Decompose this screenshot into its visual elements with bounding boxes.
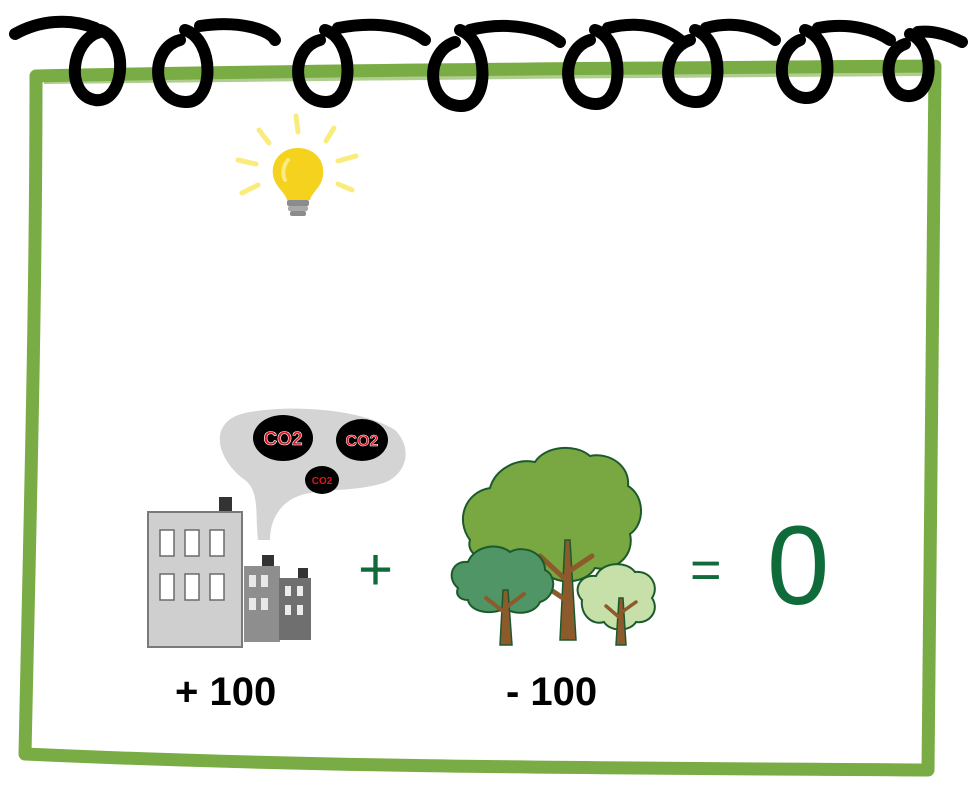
equals-sign: =	[690, 540, 722, 600]
co2-label: CO2	[263, 429, 302, 450]
lightbulb-icon	[235, 113, 359, 216]
result-value: 0	[767, 503, 830, 628]
plus-sign: +	[358, 536, 394, 603]
co2-label: CO2	[346, 433, 379, 450]
co2-bubble-3: CO2	[305, 466, 339, 494]
co2-bubble-2: CO2	[336, 419, 388, 461]
notebook-spiral-icon	[9, 15, 968, 112]
offset-value: - 100	[506, 670, 598, 714]
notebook-frame	[18, 59, 942, 777]
trees-icon	[450, 446, 656, 646]
factory-icon	[147, 497, 311, 648]
emission-value: + 100	[175, 670, 277, 714]
co2-bubble-1: CO2	[253, 415, 313, 461]
co2-label: CO2	[312, 476, 333, 487]
